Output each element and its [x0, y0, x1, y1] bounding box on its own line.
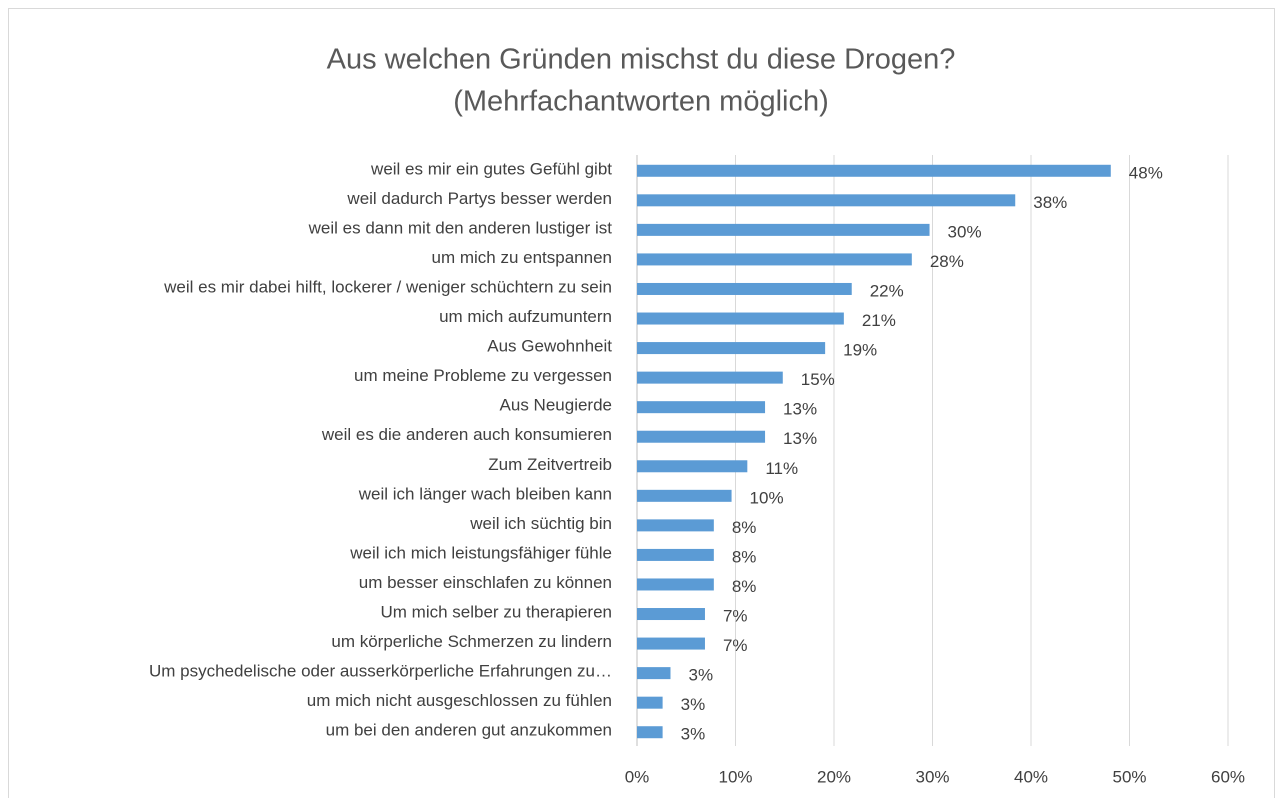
bar	[637, 223, 930, 236]
chart-title: Aus welchen Gründen mischst du diese Dro…	[327, 44, 956, 76]
data-label: 11%	[765, 459, 798, 478]
y-tick-label: um besser einschlafen zu können	[359, 573, 612, 592]
x-tick-label: 50%	[1112, 767, 1146, 786]
bar	[637, 164, 1111, 177]
bar	[637, 371, 783, 384]
bar	[637, 342, 826, 355]
bar	[637, 194, 1016, 207]
bar	[637, 637, 705, 650]
x-tick-label: 30%	[915, 767, 949, 786]
bar	[637, 667, 671, 680]
data-label: 13%	[783, 400, 817, 419]
data-label: 8%	[732, 577, 757, 596]
data-label: 21%	[862, 311, 896, 330]
data-label: 3%	[681, 695, 706, 714]
bar	[637, 519, 714, 532]
y-tick-label: um mich aufzumuntern	[439, 307, 612, 326]
y-tick-label: um mich nicht ausgeschlossen zu fühlen	[307, 691, 612, 710]
data-label: 7%	[723, 636, 748, 655]
x-tick-label: 10%	[718, 767, 752, 786]
data-label: 38%	[1033, 193, 1067, 212]
y-tick-label: Aus Neugierde	[500, 396, 612, 415]
bar	[637, 460, 748, 473]
x-tick-label: 20%	[817, 767, 851, 786]
bar	[637, 282, 852, 295]
bar	[637, 726, 663, 739]
y-tick-label: Aus Gewohnheit	[487, 337, 612, 356]
x-tick-label: 0%	[625, 767, 650, 786]
bar	[637, 312, 844, 325]
bar	[637, 696, 663, 709]
y-tick-label: um mich zu entspannen	[432, 248, 613, 267]
y-tick-label: weil es mir dabei hilft, lockerer / weni…	[163, 277, 612, 296]
y-tick-label: weil ich länger wach bleiben kann	[358, 484, 612, 503]
y-tick-label: weil dadurch Partys besser werden	[346, 189, 612, 208]
y-tick-label: Um psychedelische oder ausserkörperliche…	[149, 662, 612, 681]
bar	[637, 253, 912, 266]
data-label: 48%	[1129, 163, 1163, 182]
y-tick-label: weil ich mich leistungsfähiger fühle	[349, 543, 612, 562]
bar	[637, 401, 766, 414]
data-label: 15%	[801, 370, 835, 389]
data-label: 22%	[870, 281, 904, 300]
data-label: 8%	[732, 518, 757, 537]
data-label: 7%	[723, 607, 748, 626]
y-tick-label: weil es dann mit den anderen lustiger is…	[308, 218, 613, 237]
data-label: 30%	[948, 222, 982, 241]
y-tick-label: Zum Zeitvertreib	[488, 455, 612, 474]
y-tick-label: Um mich selber zu therapieren	[381, 603, 612, 622]
y-tick-label: um bei den anderen gut anzukommen	[326, 721, 612, 740]
bar	[637, 548, 714, 561]
x-tick-label: 40%	[1014, 767, 1048, 786]
data-label: 13%	[783, 429, 817, 448]
data-label: 3%	[688, 666, 713, 685]
bar	[637, 578, 714, 591]
y-tick-label: weil es mir ein gutes Gefühl gibt	[370, 159, 612, 178]
data-label: 28%	[930, 252, 964, 271]
y-tick-label: um meine Probleme zu vergessen	[354, 366, 612, 385]
chart-subtitle: (Mehrfachantworten möglich)	[453, 86, 829, 118]
bar	[637, 608, 705, 621]
data-label: 8%	[732, 547, 757, 566]
y-tick-label: weil es die anderen auch konsumieren	[321, 425, 612, 444]
x-tick-label: 60%	[1211, 767, 1245, 786]
data-label: 19%	[843, 341, 877, 360]
data-label: 10%	[750, 488, 784, 507]
y-tick-label: weil ich süchtig bin	[469, 514, 612, 533]
bar	[637, 489, 732, 502]
y-tick-label: um körperliche Schmerzen zu lindern	[331, 632, 612, 651]
data-label: 3%	[681, 725, 706, 744]
bar	[637, 430, 766, 443]
